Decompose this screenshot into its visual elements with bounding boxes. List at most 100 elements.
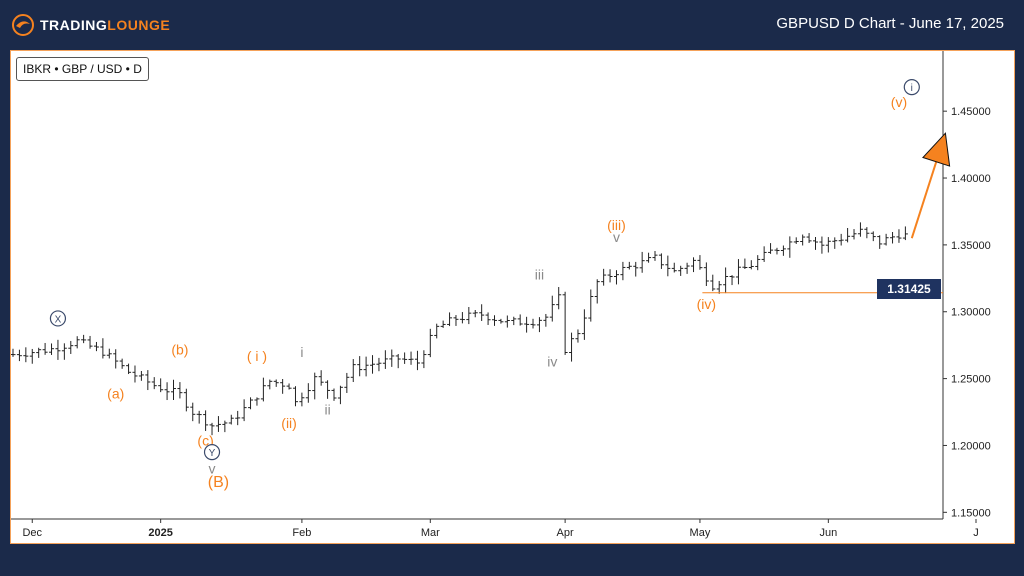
x-tick-label: J [973, 527, 979, 539]
ohlc-bar [530, 318, 536, 329]
ohlc-bar [729, 275, 735, 286]
wave-label-text: v [613, 229, 620, 245]
ohlc-bar [331, 388, 337, 401]
ohlc-bar [190, 402, 196, 422]
ohlc-bar [318, 370, 324, 386]
wave-label-text: iv [547, 354, 557, 370]
wave-label: (b) [171, 342, 188, 358]
ohlc-bar [61, 343, 67, 360]
ohlc-bar [29, 348, 35, 364]
ohlc-bar [870, 231, 876, 242]
y-tick-label: 1.25000 [951, 374, 991, 386]
ohlc-bar [74, 336, 80, 349]
wave-label: (a) [107, 386, 124, 402]
ohlc-bar [16, 349, 22, 362]
ohlc-bar [639, 251, 645, 273]
ohlc-bar [49, 343, 55, 355]
ohlc-bar [209, 422, 215, 436]
ohlc-bar [517, 314, 523, 326]
ohlc-bar [376, 357, 382, 372]
ohlc-bar [183, 388, 189, 412]
ohlc-bar [203, 410, 209, 431]
ohlc-bar [594, 279, 600, 304]
brand-part2: LOUNGE [107, 17, 171, 33]
ohlc-bar [556, 287, 562, 310]
ohlc-bar [344, 372, 350, 393]
ohlc-bar [543, 313, 549, 327]
wave-label: (ii) [281, 415, 297, 431]
wave-label-text: X [55, 314, 62, 325]
ohlc-bar [703, 262, 709, 287]
ohlc-bar [337, 385, 343, 405]
x-tick-label: Mar [421, 527, 440, 539]
header-bar: TRADINGLOUNGE GBPUSD D Chart - June 17, … [0, 0, 1024, 50]
x-tick-label: Apr [557, 527, 574, 539]
ohlc-bar [498, 318, 504, 324]
ohlc-bar [81, 334, 87, 344]
ohlc-bar [414, 350, 420, 371]
ohlc-bar [395, 354, 401, 369]
wave-label-circle [903, 79, 920, 96]
x-tick-label: 2025 [148, 527, 172, 539]
wave-label: iv [547, 354, 557, 370]
ohlc-bar [665, 255, 671, 277]
wave-label: v [209, 461, 216, 477]
ohlc-bar [158, 378, 164, 393]
ohlc-bar [774, 247, 780, 255]
ohlc-bar [588, 289, 594, 322]
ohlc-bar [601, 268, 607, 286]
wave-label: (iii) [607, 217, 626, 233]
ohlc-bar [119, 358, 125, 369]
ohlc-bar [569, 332, 575, 362]
ohlc-bar [299, 392, 305, 407]
ohlc-bar [23, 347, 29, 363]
overlay-layer: X(a)(b)(c)Yv(B)( i ) i(ii)iiiiiiv(iii)v(i… [49, 79, 951, 491]
ohlc-bar [857, 222, 863, 237]
ohlc-bar [389, 349, 395, 367]
wave-label: Y [203, 444, 221, 461]
ohlc-bar [447, 312, 453, 327]
y-tick-label: 1.30000 [951, 307, 991, 319]
ohlc-bar [626, 261, 632, 270]
ohlc-bar [241, 399, 247, 422]
ohlc-bar [761, 246, 767, 262]
x-tick-label: May [690, 527, 711, 539]
ohlc-bar [459, 312, 465, 324]
ohlc-bar [581, 309, 587, 340]
ohlc-bar [877, 235, 883, 249]
ohlc-bar [845, 228, 851, 243]
ohlc-bar [671, 262, 677, 273]
ohlc-bar [504, 315, 510, 328]
wave-label-text: Y [209, 448, 216, 459]
symbol-label[interactable]: IBKR • GBP / USD • D [16, 57, 149, 81]
wave-label-text: iii [535, 267, 544, 283]
ohlc-bar [440, 320, 446, 328]
ohlc-bar [312, 372, 318, 400]
ohlc-bar [511, 316, 517, 326]
ohlc-bar [100, 338, 106, 359]
y-tick-label: 1.35000 [951, 240, 991, 252]
ohlc-bar [479, 304, 485, 321]
ohlc-bar [575, 329, 581, 343]
ohlc-bar [607, 269, 613, 283]
ohlc-bar [126, 363, 132, 375]
logo-icon [12, 14, 34, 36]
ohlc-bar [434, 323, 440, 339]
ohlc-bar [151, 377, 157, 390]
brand-logo[interactable]: TRADINGLOUNGE [12, 14, 170, 36]
ohlc-bar [652, 251, 658, 261]
wave-label-text: (v) [891, 94, 907, 110]
ohlc-bar [254, 397, 260, 406]
ohlc-bar [691, 257, 697, 273]
ohlc-bar [633, 261, 639, 277]
ohlc-bar [196, 410, 202, 424]
ohlc-bar [68, 340, 74, 354]
wave-label: (v) [891, 94, 907, 110]
y-tick-label: 1.20000 [951, 440, 991, 452]
price-chart[interactable]: 1.15000 1.20000 1.25000 1.30000 1.35000 1.400… [11, 51, 1014, 543]
ohlc-bar [735, 259, 741, 285]
wave-label-text: i [911, 83, 913, 94]
wave-label-text: ( i ) [247, 348, 267, 364]
chart-area[interactable]: 1.15000 1.20000 1.25000 1.30000 1.35000 1.400… [10, 50, 1015, 544]
ohlc-bar [370, 355, 376, 374]
